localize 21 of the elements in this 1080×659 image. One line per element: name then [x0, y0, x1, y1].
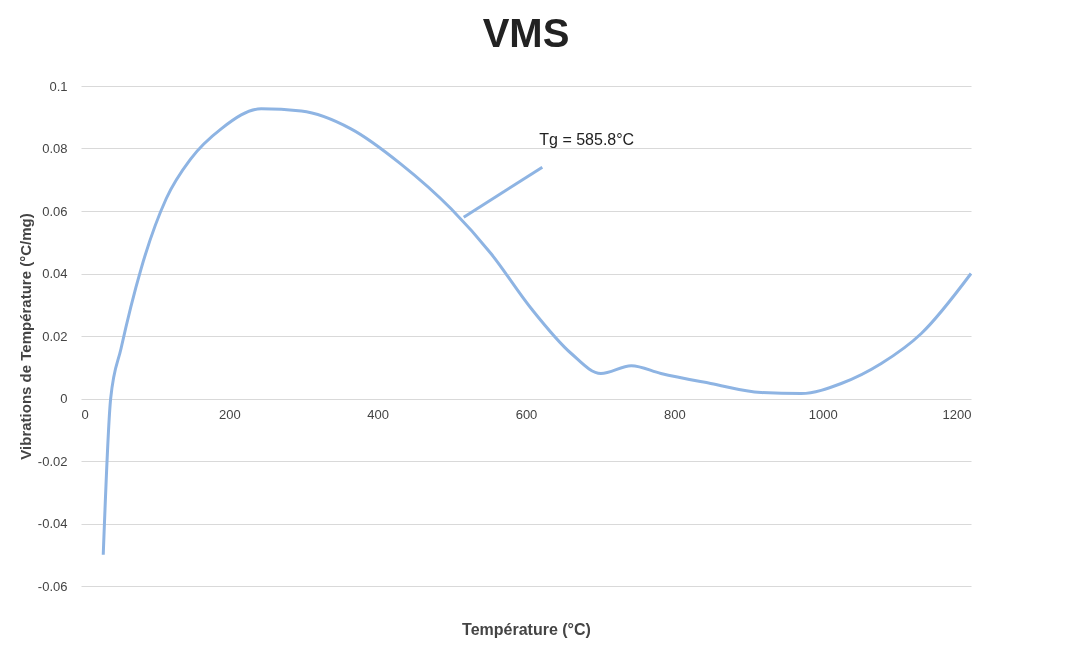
y-tick-label: 0.08 — [42, 141, 68, 156]
y-tick-label: -0.04 — [37, 516, 68, 531]
y-tick-label: 0.02 — [42, 328, 68, 344]
x-tick-label: 800 — [663, 407, 686, 422]
y-tick-label: 0.04 — [42, 266, 68, 281]
x-axis-title: Température (°C) — [462, 620, 591, 638]
x-tick-label: 400 — [367, 407, 390, 422]
x-tick-label: 1200 — [942, 407, 972, 422]
annotation: Tg = 585.8°C — [539, 131, 635, 149]
x-tick-label: 1000 — [808, 407, 838, 422]
y-tick-label: -0.02 — [37, 453, 68, 469]
y-tick-label: -0.06 — [37, 578, 68, 594]
y-axis-title: Vibrations de Température (°C/mg) — [16, 213, 34, 460]
line-series — [101, 107, 973, 557]
x-tick-label: 200 — [218, 407, 241, 422]
y-tick-label: 0 — [60, 391, 68, 406]
y-tick-label: 0.1 — [49, 78, 68, 94]
chart-title: VMS — [482, 11, 570, 55]
y-tick-label: 0.06 — [42, 203, 68, 219]
x-tick-label: 600 — [515, 407, 538, 422]
x-tick-label: 0 — [81, 407, 89, 422]
